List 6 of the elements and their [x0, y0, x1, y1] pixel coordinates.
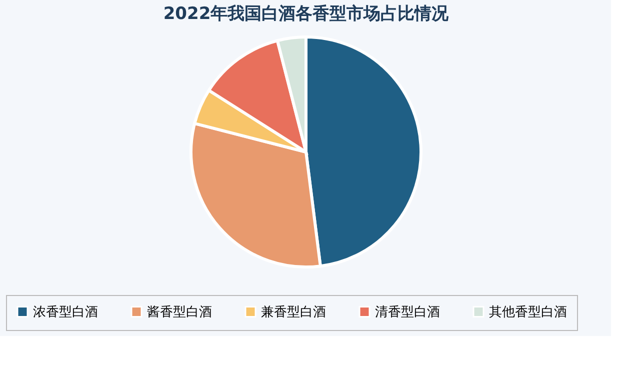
legend-label: 浓香型白酒	[33, 304, 98, 320]
legend-label: 兼香型白酒	[261, 304, 326, 320]
legend-label: 其他香型白酒	[489, 304, 567, 320]
legend-label: 清香型白酒	[375, 304, 440, 320]
legend-label: 酱香型白酒	[147, 304, 212, 320]
chart-title: 2022年我国白酒各香型市场占比情况	[163, 4, 450, 24]
